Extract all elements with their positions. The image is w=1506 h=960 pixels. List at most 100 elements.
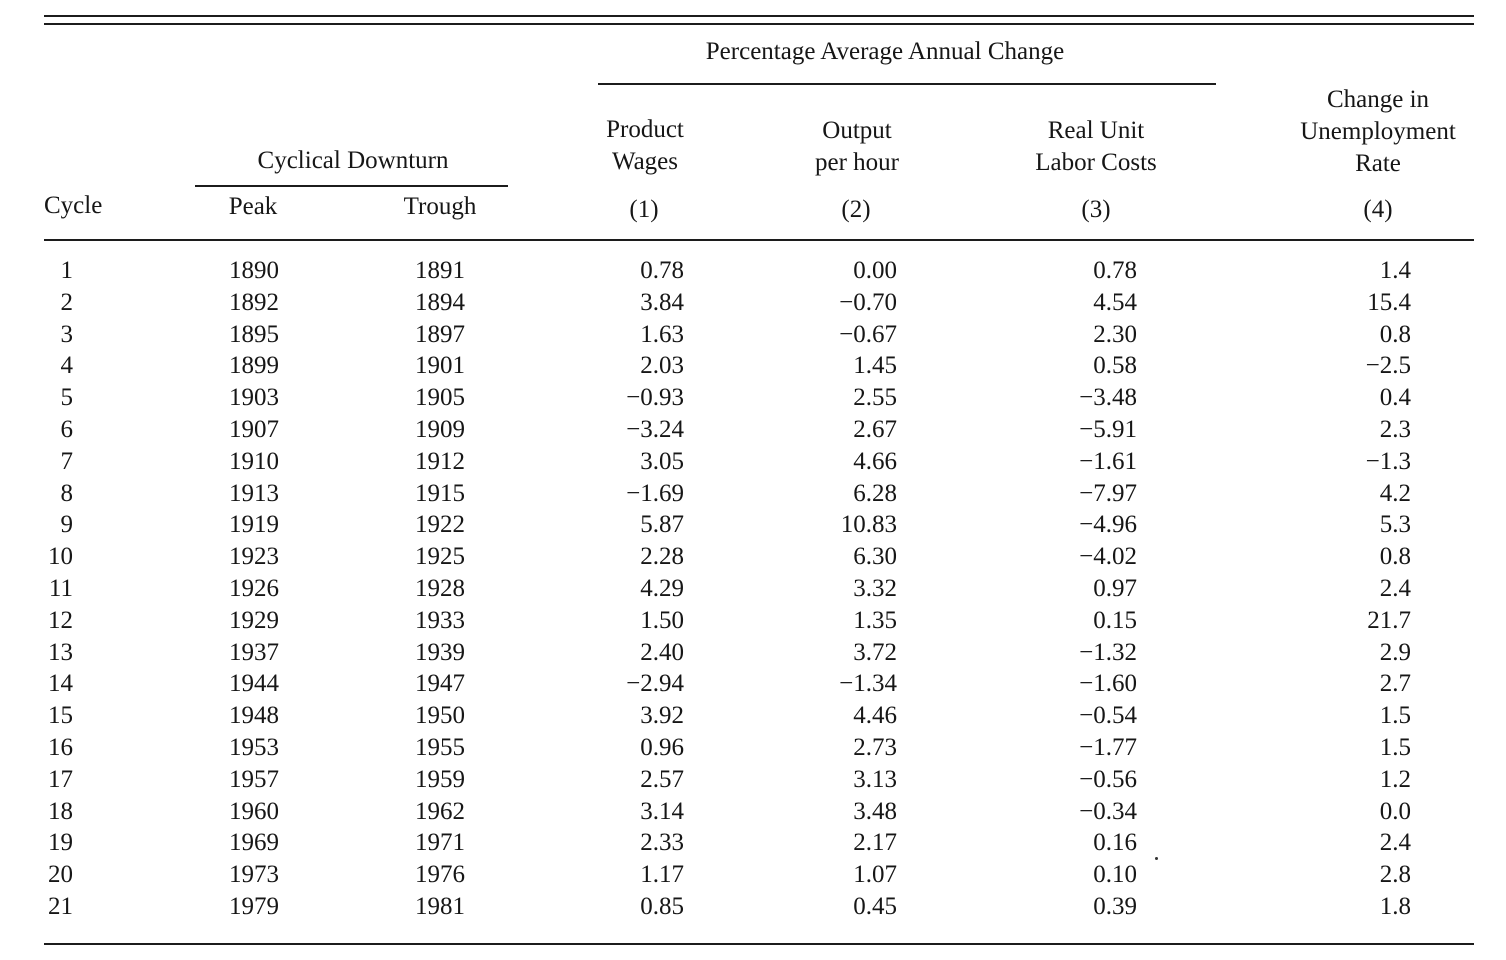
output-per-hour-cell: 1.07: [853, 861, 897, 889]
cycle-cell: 15: [48, 702, 73, 730]
product-wages-cell: 2.57: [640, 765, 684, 793]
column-number-3: (3): [1081, 196, 1111, 223]
peak-cell: 1948: [229, 702, 279, 730]
cycle-cell: 8: [60, 479, 74, 507]
product-wages-cell: 2.33: [640, 829, 684, 857]
table-bottom-rule: [44, 943, 1474, 945]
real-unit-labor-costs-cell: 0.97: [1093, 575, 1137, 602]
cycle-cell: 2: [60, 288, 74, 316]
peak-cell: 1910: [229, 447, 279, 475]
top-double-rule-lower: [44, 23, 1474, 25]
peak-cell: 1899: [229, 352, 279, 380]
real-unit-labor-costs-cell: −1.61: [1079, 447, 1137, 475]
cycle-cell: 10: [48, 543, 73, 571]
output-per-hour-cell: −0.67: [839, 320, 897, 348]
column-header-peak: Peak: [228, 193, 278, 220]
peak-cell: 1953: [229, 734, 279, 761]
cycle-cell: 7: [60, 447, 74, 475]
cycle-cell: 4: [60, 352, 74, 380]
trough-cell: 1959: [415, 765, 465, 793]
trough-cell: 1915: [415, 479, 465, 507]
product-wages-cell: 0.85: [640, 893, 684, 920]
real-unit-labor-costs-cell: 4.54: [1093, 288, 1137, 316]
product-wages-cell: 1.17: [640, 861, 684, 889]
output-per-hour-cell: 6.28: [853, 479, 897, 507]
trough-cell: 1894: [415, 288, 465, 316]
product-wages-cell: 1.63: [640, 320, 684, 348]
unemployment-change-cell: 0.8: [1379, 320, 1411, 348]
header-line: Change in: [1326, 86, 1430, 113]
print-speck: [1155, 857, 1158, 860]
output-per-hour-cell: 2.55: [853, 384, 897, 412]
product-wages-cell: 3.05: [640, 447, 684, 475]
peak-cell: 1890: [229, 257, 279, 284]
real-unit-labor-costs-cell: 0.78: [1093, 257, 1137, 284]
product-wages-cell: 4.29: [640, 575, 684, 602]
subgroup-header: Cyclical Downturn: [257, 147, 449, 174]
output-per-hour-cell: 0.45: [853, 893, 897, 920]
trough-cell: 1928: [415, 575, 465, 602]
unemployment-change-cell: −2.5: [1365, 352, 1411, 380]
unemployment-change-cell: 15.4: [1367, 288, 1411, 316]
output-per-hour-cell: 2.73: [853, 734, 897, 761]
header-line: Output: [822, 117, 892, 144]
product-wages-cell: 1.50: [640, 606, 684, 634]
product-wages-cell: −0.93: [626, 384, 684, 412]
real-unit-labor-costs-cell: −7.97: [1079, 479, 1137, 507]
cycle-cell: 6: [60, 416, 74, 443]
trough-cell: 1891: [415, 257, 465, 284]
trough-cell: 1901: [415, 352, 465, 380]
product-wages-cell: 2.03: [640, 352, 684, 380]
product-wages-cell: 0.96: [640, 734, 684, 761]
unemployment-change-cell: 1.5: [1379, 734, 1411, 761]
cycle-cell: 20: [48, 861, 73, 889]
output-per-hour-cell: −1.34: [839, 670, 897, 698]
header-line: Labor Costs: [1035, 149, 1157, 176]
real-unit-labor-costs-cell: −4.96: [1079, 511, 1137, 539]
real-unit-labor-costs-cell: −1.32: [1079, 638, 1137, 666]
column-header-real-unit-labor-costs: Real Unit Labor Costs: [1035, 115, 1157, 179]
real-unit-labor-costs-cell: 0.15: [1093, 606, 1137, 634]
cycle-cell: 18: [48, 797, 73, 825]
real-unit-labor-costs-cell: 0.58: [1093, 352, 1137, 380]
unemployment-change-cell: 1.4: [1379, 257, 1411, 284]
product-wages-cell: 5.87: [640, 511, 684, 539]
unemployment-change-cell: 2.9: [1379, 638, 1411, 666]
trough-cell: 1981: [415, 893, 465, 920]
column-header-product-wages: Product Wages: [606, 114, 684, 178]
cycle-cell: 3: [60, 320, 74, 348]
output-per-hour-cell: 3.72: [853, 638, 897, 666]
unemployment-change-cell: 1.8: [1379, 893, 1411, 920]
real-unit-labor-costs-cell: −1.60: [1079, 670, 1137, 698]
output-per-hour-cell: 4.66: [853, 447, 897, 475]
group-header: Percentage Average Annual Change: [705, 38, 1065, 65]
trough-cell: 1962: [415, 797, 465, 825]
trough-cell: 1905: [415, 384, 465, 412]
real-unit-labor-costs-cell: −0.54: [1079, 702, 1137, 730]
product-wages-cell: 0.78: [640, 257, 684, 284]
peak-cell: 1979: [229, 893, 279, 920]
unemployment-change-cell: 1.5: [1379, 702, 1411, 730]
trough-cell: 1922: [415, 511, 465, 539]
cycle-cell: 9: [60, 511, 74, 539]
column-header-cycle: Cycle: [44, 192, 103, 219]
output-per-hour-cell: 3.32: [853, 575, 897, 602]
unemployment-change-cell: 0.0: [1379, 797, 1411, 825]
unemployment-change-cell: 1.2: [1379, 765, 1411, 793]
subgroup-header-underline: [195, 185, 508, 187]
output-per-hour-cell: 1.45: [853, 352, 897, 380]
column-header-output-per-hour: Output per hour: [815, 115, 899, 179]
real-unit-labor-costs-cell: 2.30: [1093, 320, 1137, 348]
cycle-cell: 12: [48, 606, 73, 634]
output-per-hour-cell: 1.35: [853, 606, 897, 634]
output-per-hour-cell: 3.13: [853, 765, 897, 793]
column-header-unemployment-change: Change in Unemployment Rate: [1300, 84, 1456, 180]
real-unit-labor-costs-cell: 0.10: [1093, 861, 1137, 889]
real-unit-labor-costs-cell: −0.56: [1079, 765, 1137, 793]
output-per-hour-cell: 2.67: [853, 416, 897, 443]
product-wages-cell: −2.94: [626, 670, 684, 698]
real-unit-labor-costs-cell: −1.77: [1079, 734, 1137, 761]
column-header-trough: Trough: [403, 193, 477, 220]
output-per-hour-cell: 3.48: [853, 797, 897, 825]
product-wages-cell: 3.14: [640, 797, 684, 825]
